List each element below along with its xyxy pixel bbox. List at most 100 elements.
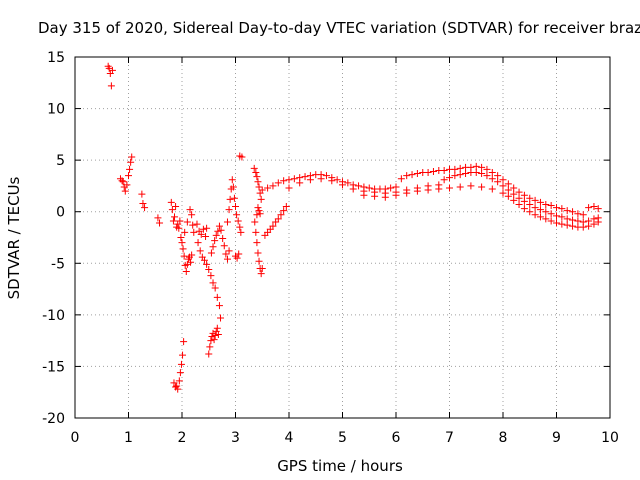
data-point [176,369,184,377]
data-point [408,171,416,179]
data-point [526,200,534,208]
data-point [220,242,228,250]
data-point [531,204,539,212]
data-point [504,180,512,188]
data-point [179,351,187,359]
data-point [536,206,544,214]
x-tick-label: 1 [124,430,133,446]
data-point [462,170,470,178]
data-point [233,254,241,262]
data-point [225,206,233,214]
x-tick-label: 5 [338,430,347,446]
data-point [269,182,277,190]
data-point [355,182,363,190]
data-point [252,169,260,177]
data-point [520,197,528,205]
data-point [264,184,272,192]
data-point [301,173,309,181]
data-point [222,250,230,258]
data-point [128,153,136,161]
data-point [488,185,496,193]
data-point [494,172,502,180]
data-point [197,230,205,238]
data-point [179,245,187,253]
data-point [256,210,264,218]
data-point [590,220,598,228]
y-tick-label: 10 [47,102,65,118]
data-point [499,176,507,184]
data-point [542,200,550,208]
data-point [171,213,179,221]
data-point [210,336,218,344]
data-point [253,239,261,247]
data-point [594,218,602,226]
y-tick-label: -10 [42,308,65,324]
data-point [223,218,231,226]
data-point [510,190,518,198]
data-point [483,165,491,173]
data-point [154,214,162,222]
data-point [344,179,352,187]
data-point [542,208,550,216]
data-point [515,188,523,196]
data-point [180,338,188,346]
data-point [277,211,285,219]
data-point [232,203,239,211]
data-point [397,175,405,183]
data-point [563,221,571,229]
data-point [119,178,127,186]
data-point [207,249,215,257]
y-tick-label: -20 [42,411,65,427]
data-point [456,171,464,179]
data-point [280,207,288,215]
x-axis-label: GPS time / hours [277,457,403,475]
data-point [558,220,566,228]
data-point [178,239,186,247]
data-point [553,204,560,212]
data-point [467,182,475,190]
data-point [290,175,298,183]
data-point [435,185,443,193]
data-point [199,225,207,233]
data-point [203,224,211,232]
data-point [403,172,411,180]
data-point [424,169,432,177]
data-point [413,187,421,195]
data-point [515,194,523,202]
data-point [121,187,129,195]
data-point [456,183,464,191]
data-point [213,324,221,332]
data-point [258,264,266,272]
data-point [194,239,202,247]
data-point [169,217,177,225]
data-point [108,66,116,74]
data-point [547,217,555,225]
chart-title: Day 315 of 2020, Sidereal Day-to-day VTE… [38,19,640,37]
data-point [187,258,195,266]
data-point [510,196,518,204]
data-point [172,203,180,211]
data-point [118,177,126,185]
data-point [387,184,395,192]
data-point [214,330,222,338]
data-point [196,247,204,255]
data-point [483,172,491,180]
data-points [104,62,602,393]
data-point [440,176,448,184]
data-point [446,184,453,192]
data-point [138,190,146,198]
data-point [213,293,221,301]
data-point [233,211,241,219]
data-point [225,247,233,255]
data-point [451,165,459,173]
data-point [280,177,288,185]
y-tick-label: 0 [56,205,65,221]
data-point [188,251,196,259]
data-point [235,250,243,258]
data-point [175,377,183,385]
data-point [254,178,262,186]
data-point [472,162,480,170]
data-point [536,198,544,206]
y-tick-label: 15 [47,50,65,66]
data-point [223,255,231,263]
